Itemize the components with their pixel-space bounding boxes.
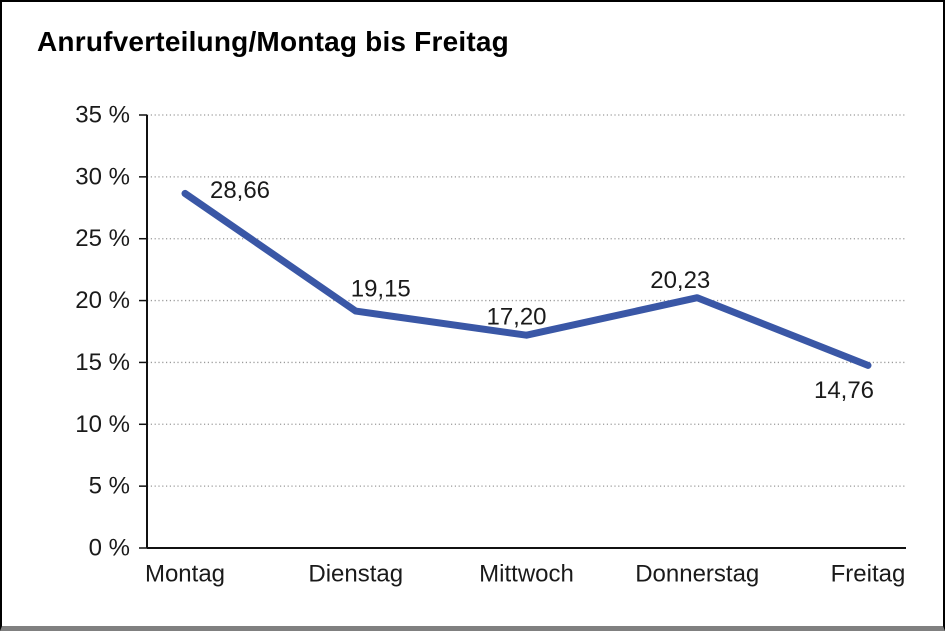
value-label: 19,15	[351, 276, 411, 303]
value-label: 20,23	[650, 267, 710, 294]
series-line	[181, 189, 872, 369]
value-label: 17,20	[486, 304, 546, 331]
x-tick-label: Freitag	[831, 561, 906, 588]
y-tick-label: 30 %	[75, 163, 130, 190]
x-tick-label: Montag	[145, 561, 225, 588]
y-tick-label: 35 %	[75, 102, 130, 129]
y-tick-label: 5 %	[89, 473, 130, 500]
x-tick-label: Donnerstag	[635, 561, 759, 588]
y-tick-label: 15 %	[75, 349, 130, 376]
value-label: 14,76	[814, 377, 874, 404]
y-tick-label: 0 %	[89, 535, 130, 562]
x-tick-label: Mittwoch	[479, 561, 574, 588]
y-tick-label: 25 %	[75, 225, 130, 252]
chart-title: Anrufverteilung/Montag bis Freitag	[37, 26, 509, 57]
y-tick-label: 10 %	[75, 411, 130, 438]
x-tick-label: Dienstag	[308, 561, 403, 588]
value-label: 28,66	[210, 177, 270, 204]
y-tick-label: 20 %	[75, 287, 130, 314]
